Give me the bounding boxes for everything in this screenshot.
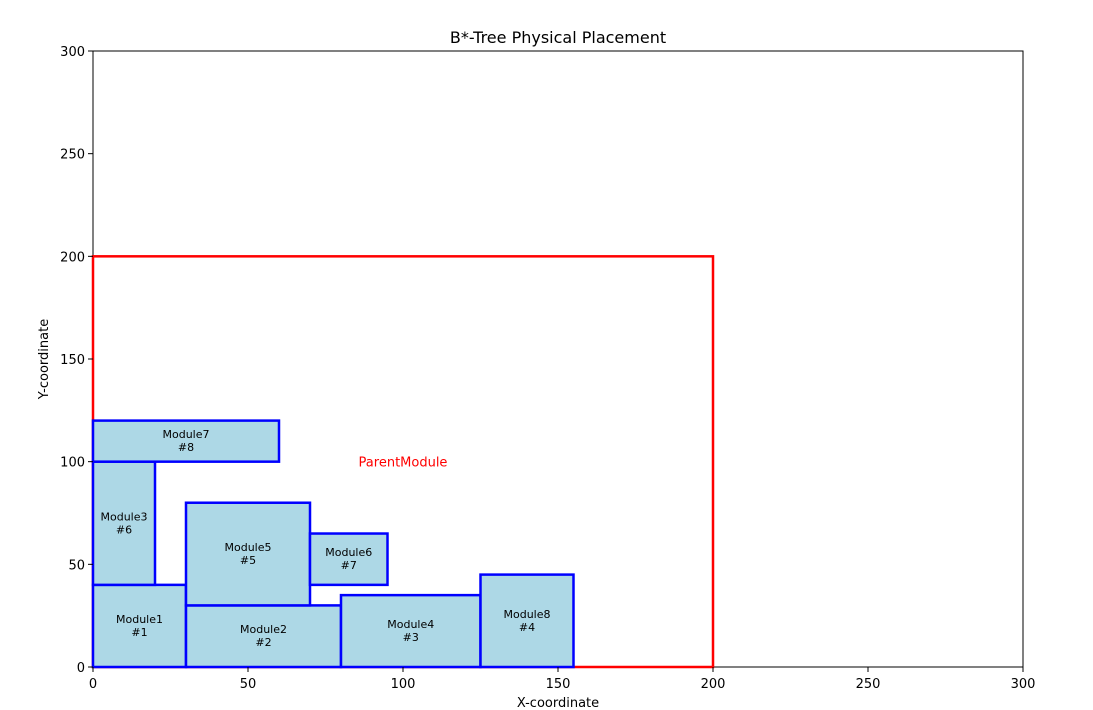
y-tick-label: 100 <box>60 456 85 471</box>
x-tick-label: 200 <box>701 677 726 692</box>
y-tick-label: 300 <box>60 45 85 60</box>
x-axis-label: X-coordinate <box>517 696 599 710</box>
modules-layer: Module1#1 Module2#2Module4#3Module8#4Modu… <box>91 419 575 669</box>
module-module6: Module6#7 <box>308 532 389 587</box>
module-module2: Module2#2 <box>184 604 343 669</box>
module-rect <box>184 604 343 669</box>
x-tick-label: 150 <box>546 677 571 692</box>
module-name-label: Module8 <box>504 608 551 621</box>
x-tick-label: 300 <box>1011 677 1036 692</box>
module-name-label: Module6 <box>325 546 372 559</box>
module-name-label: Module5 <box>225 541 272 554</box>
chart-title: B*-Tree Physical Placement <box>450 28 666 47</box>
module-order-label: #2 <box>255 636 271 649</box>
x-tick-label: 250 <box>856 677 881 692</box>
module-order-label: #5 <box>240 554 256 567</box>
module-module4: Module4#3 <box>339 593 482 669</box>
module-name-label: Module4 <box>387 618 434 631</box>
parent-module-label: ParentModule <box>359 456 448 471</box>
module-module8: Module8#4 <box>479 573 575 669</box>
y-tick-label: 0 <box>77 661 85 676</box>
y-tick-label: 150 <box>60 353 85 368</box>
module-rect <box>91 460 157 587</box>
module-module3: Module3#6 <box>91 460 157 587</box>
y-axis-label: Y-coordinate <box>37 319 52 400</box>
module-rect <box>479 573 575 669</box>
module-order-label: #6 <box>116 523 132 536</box>
module-module1: Module1#1 <box>91 583 188 669</box>
module-name-label: Module1 <box>116 613 163 626</box>
module-name-label: Module3 <box>101 510 148 523</box>
module-order-label: #7 <box>341 559 357 572</box>
x-axis-ticks: 0 50 100 150 200 250 300 <box>89 667 1036 692</box>
module-name-label: Module7 <box>163 428 210 441</box>
module-module5: Module5#5 <box>184 501 312 607</box>
module-name-label: Module2 <box>240 623 287 636</box>
y-tick-label: 50 <box>68 558 85 573</box>
module-order-label: #8 <box>178 441 194 454</box>
y-axis-ticks: 0 50 100 150 200 250 300 <box>60 45 93 676</box>
y-tick-label: 250 <box>60 148 85 163</box>
x-tick-label: 50 <box>240 677 257 692</box>
x-tick-label: 100 <box>391 677 416 692</box>
y-tick-label: 200 <box>60 250 85 265</box>
module-rect <box>184 501 312 607</box>
module-order-label: #1 <box>131 626 147 639</box>
module-rect <box>308 532 389 587</box>
x-tick-label: 0 <box>89 677 97 692</box>
module-module7: Module7#8 <box>91 419 281 463</box>
module-order-label: #3 <box>403 631 419 644</box>
module-order-label: #4 <box>519 621 535 634</box>
module-rect <box>91 583 188 669</box>
module-rect <box>91 419 281 463</box>
